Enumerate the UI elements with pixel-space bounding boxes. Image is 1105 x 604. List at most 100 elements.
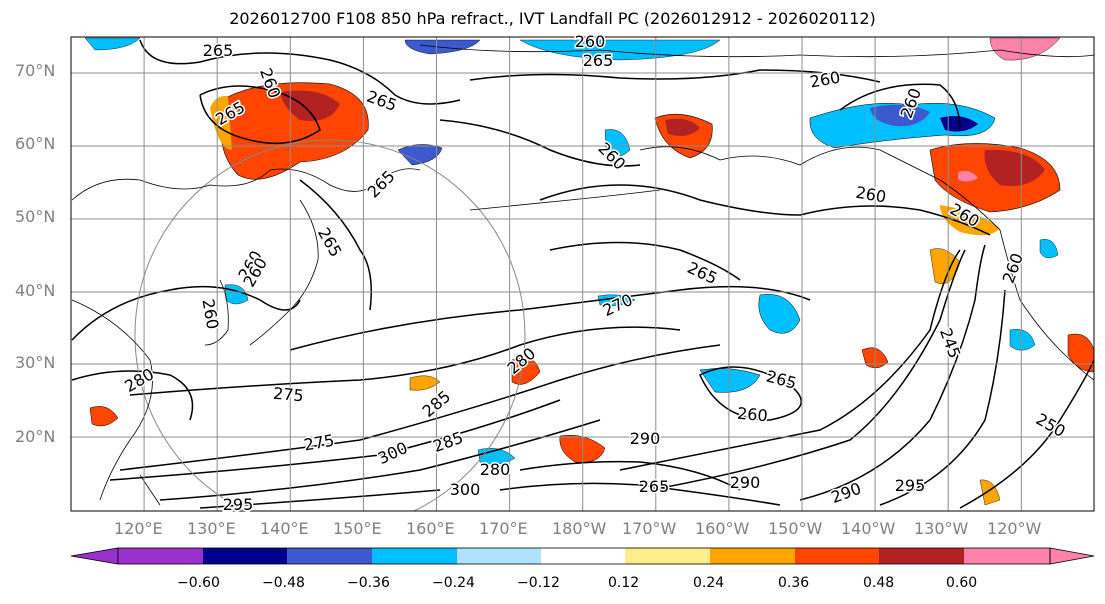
- contour-trough-3: [799, 244, 986, 501]
- contour-trough-5: [959, 359, 1094, 509]
- colorbar-tick-1: −0.60: [177, 575, 220, 591]
- lon-label-120e: 120°E: [114, 519, 163, 538]
- contour-label-4: 260: [575, 32, 606, 51]
- coast-na-west: [999, 229, 1094, 381]
- lon-label-160e: 160°E: [406, 519, 455, 538]
- anomaly-top-left: [84, 37, 141, 51]
- contour-south-1: [519, 460, 741, 491]
- contour-west-280: [71, 370, 194, 421]
- contour-siberia-outer: [139, 39, 461, 105]
- lon-label-130w: 130°W: [914, 519, 969, 538]
- contour-label-31: 295: [895, 476, 926, 495]
- contour-pacific-260: [539, 184, 991, 236]
- graticule: [70, 37, 1094, 511]
- coast-philippines: [139, 474, 161, 506]
- colorbar-segment-3: [372, 548, 457, 564]
- colorbar-tick-2: −0.48: [262, 575, 305, 591]
- lon-label-120w: 120°W: [987, 519, 1042, 538]
- coast-japan: [249, 199, 319, 346]
- lon-label-150w: 150°W: [768, 519, 823, 538]
- colorbar-segment-2: [287, 548, 372, 564]
- coast-china: [71, 299, 153, 501]
- coast-arctic: [419, 44, 1094, 58]
- map-title: 2026012700 F108 850 hPa refract., IVT La…: [229, 9, 876, 28]
- colorbar-tick-4: −0.24: [432, 575, 475, 591]
- contours: [71, 39, 1094, 511]
- lon-label-140w: 140°W: [841, 519, 896, 538]
- colorbar-extend-low: [70, 547, 119, 565]
- anomaly-bering-core: [665, 118, 700, 136]
- lat-label-30n: 30°N: [15, 353, 56, 372]
- colorbar-tick-9: 0.48: [863, 575, 895, 591]
- contour-japan: [299, 179, 372, 311]
- lat-label-50n: 50°N: [15, 207, 56, 226]
- colorbar-segment-1: [203, 548, 287, 564]
- colorbar-tick-10: 0.60: [946, 575, 978, 591]
- colorbar-tick-7: 0.24: [693, 575, 725, 591]
- coast-asia: [71, 168, 421, 201]
- lon-label-140e: 140°E: [260, 519, 309, 538]
- contour-label-19: 275: [272, 384, 304, 406]
- anomaly-mid5: [409, 375, 441, 391]
- anomaly-gulf-pink: [958, 170, 978, 182]
- lon-label-130e: 130°E: [187, 519, 236, 538]
- colorbar-segment-4: [457, 548, 541, 564]
- anomaly-top-blue: [404, 39, 481, 55]
- anomaly-siberia-core: [280, 90, 340, 121]
- anomaly-mid10: [1067, 333, 1094, 373]
- contour-trough-4: [879, 289, 1006, 506]
- lat-label-40n: 40°N: [15, 281, 56, 300]
- lat-label-60n: 60°N: [15, 134, 56, 153]
- anomaly-siberia-edge: [210, 95, 232, 150]
- contour-pacific-265: [549, 241, 741, 281]
- lon-label-150e: 150°E: [333, 519, 382, 538]
- anomaly-mid16: [1039, 239, 1059, 259]
- anomaly-alaska-dark: [940, 116, 978, 132]
- colorbar-tick-3: −0.36: [347, 575, 390, 591]
- lon-label-160w: 160°W: [695, 519, 750, 538]
- contour-okhotsk: [439, 119, 641, 167]
- contour-pacific-275: [129, 326, 681, 396]
- colorbar-segment-8: [795, 548, 879, 564]
- colorbar-tick-8: 0.36: [778, 575, 810, 591]
- contour-siberia-inner: [199, 85, 321, 145]
- anomaly-mid2: [758, 294, 801, 334]
- colorbar-segment-6: [625, 548, 710, 564]
- contour-jet-1: [119, 344, 721, 471]
- contour-label-29: 290: [730, 473, 761, 492]
- contour-subtrop-low: [699, 366, 802, 421]
- contour-circle: [134, 139, 526, 511]
- contour-label-25: 290: [630, 429, 661, 448]
- contour-alaska-box: [839, 83, 961, 131]
- shaded-anomalies: [84, 37, 1094, 506]
- anomaly-mid14: [604, 129, 631, 157]
- contour-label-32: 295: [223, 495, 254, 514]
- lon-label-180w: 180°W: [552, 519, 607, 538]
- contour-jet-2: [109, 399, 561, 481]
- colorbar-segment-9: [879, 548, 964, 564]
- colorbar-frame: [117, 547, 1051, 565]
- colorbar-segment-10: [964, 548, 1050, 564]
- colorbar-tick-6: 0.12: [608, 575, 640, 591]
- contour-west-260: [71, 285, 301, 341]
- colorbar-segment-7: [710, 548, 795, 564]
- map-frame: [70, 36, 1095, 512]
- lat-label-70n: 70°N: [15, 61, 56, 80]
- coastlines: [71, 44, 1094, 506]
- colorbar: [70, 547, 1095, 565]
- lon-label-170w: 170°W: [622, 519, 677, 538]
- anomaly-top-pink: [989, 37, 1061, 61]
- contour-label-27: 300: [450, 480, 481, 499]
- colorbar-segment-0: [118, 548, 203, 564]
- anomaly-canada-edge: [940, 205, 1000, 236]
- contour-trough-1: [619, 249, 961, 471]
- coast-korea: [204, 279, 229, 346]
- anomaly-mid12: [89, 406, 119, 427]
- contour-label-28: 265: [639, 477, 670, 496]
- colorbar-segment-5: [541, 548, 625, 564]
- colorbar-tick-5: −0.12: [517, 575, 560, 591]
- contour-label-16: 260: [736, 404, 768, 426]
- contour-label-26: 280: [480, 460, 511, 479]
- contour-south-2: [499, 482, 781, 506]
